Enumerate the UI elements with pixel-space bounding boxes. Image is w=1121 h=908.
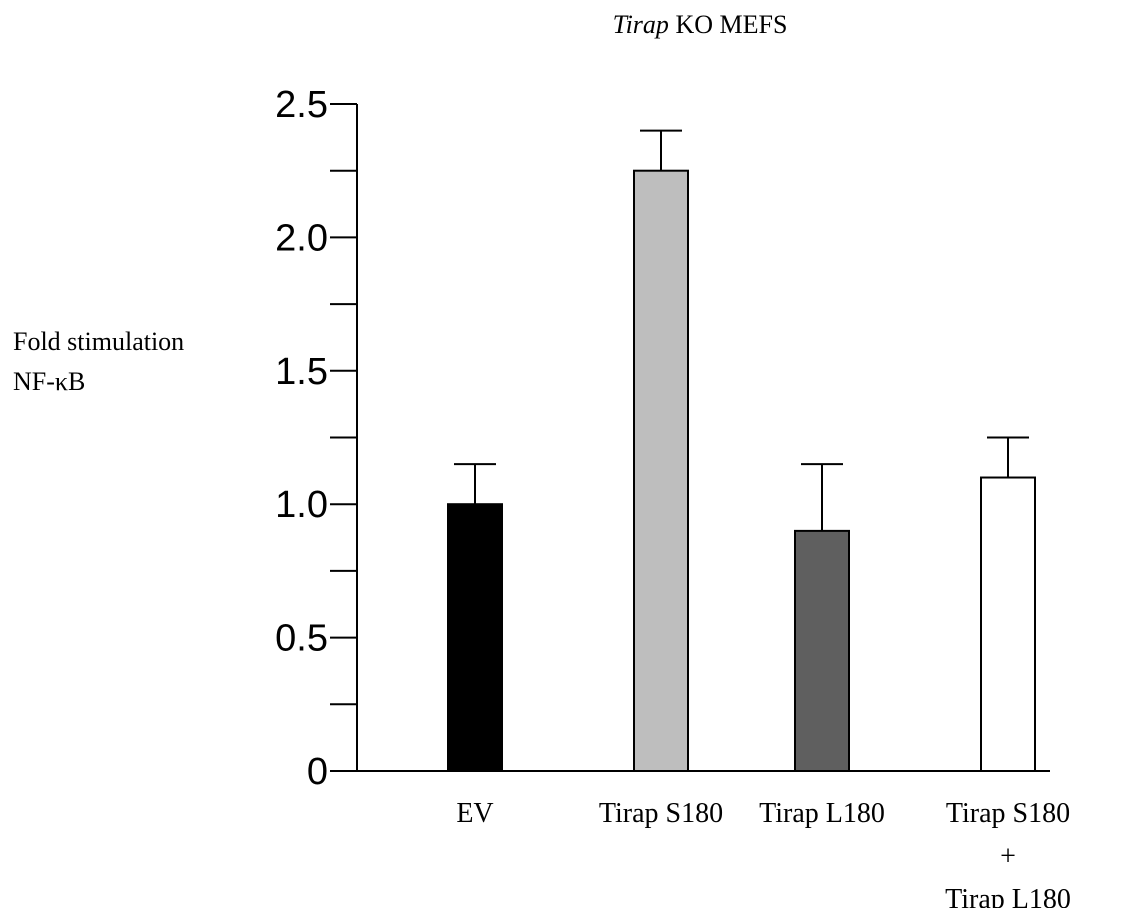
x-tick-labels-group: EV Tirap S180 Tirap L180 Tirap S180 + Tirap L… [456,798,1071,908]
y-axis-label-line2: NF-κB [13,367,85,396]
y-tick-label: 0 [307,751,328,793]
y-tick-label: 2.0 [275,217,328,259]
chart-title-italic: Tirap [613,10,669,39]
x-tick-label: Tirap S180 [946,798,1070,829]
y-tick-label: 2.5 [275,84,328,126]
x-tick-label: Tirap L180 [945,884,1071,908]
bar [981,478,1035,771]
bar [448,504,502,771]
y-axis-label-line1: Fold stimulation [13,327,184,356]
chart-title-rest: KO MEFS [669,10,787,39]
bars-group [448,131,1035,771]
bar [795,531,849,771]
x-tick-label: EV [456,798,493,829]
chart-title: Tirap KO MEFS [613,10,788,39]
x-tick-label: + [1000,841,1016,872]
bar [634,171,688,771]
y-tick-label: 1.0 [275,484,328,526]
y-tick-label: 0.5 [275,618,328,660]
x-tick-label: Tirap L180 [759,798,885,829]
y-tick-label: 1.5 [275,351,328,393]
x-tick-label: Tirap S180 [599,798,723,829]
